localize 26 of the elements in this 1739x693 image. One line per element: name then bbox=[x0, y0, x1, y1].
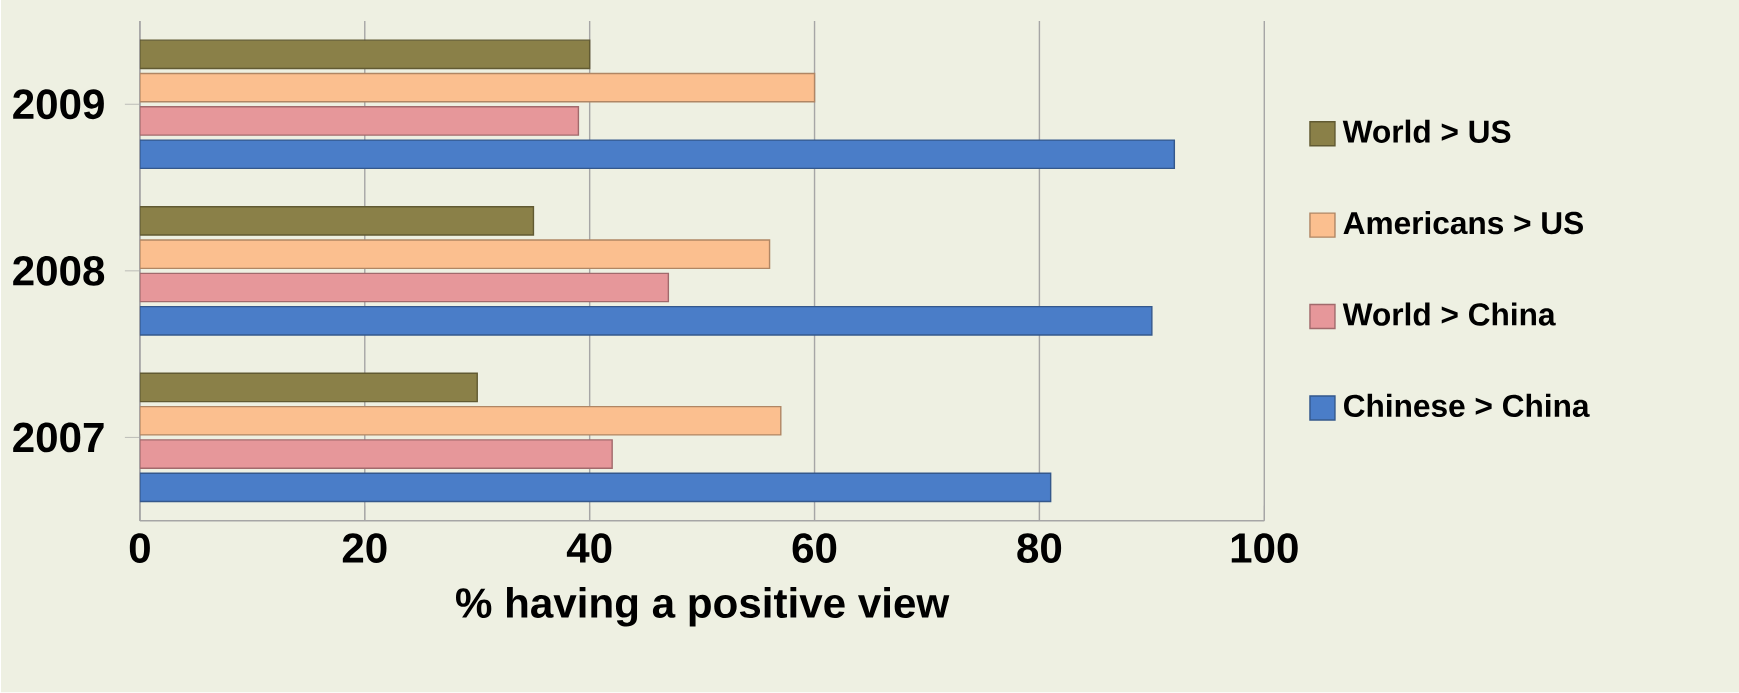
bar bbox=[139, 306, 1153, 336]
bar bbox=[139, 472, 1052, 503]
bar bbox=[139, 72, 816, 103]
y-tick-label: 2009 bbox=[13, 89, 104, 120]
legend-label: Americans > US bbox=[1343, 211, 1583, 235]
bar bbox=[139, 439, 613, 470]
x-tick-label: 0 bbox=[129, 533, 150, 564]
bar bbox=[139, 106, 580, 136]
bar bbox=[139, 272, 670, 303]
x-tick-label: 60 bbox=[792, 533, 837, 564]
legend-label: Chinese > China bbox=[1344, 394, 1590, 418]
y-tick-label: 2007 bbox=[13, 422, 104, 453]
x-tick-label: 80 bbox=[1017, 533, 1062, 564]
legend-label: World > China bbox=[1342, 302, 1556, 326]
y-tick-label: 2008 bbox=[13, 256, 105, 286]
bar bbox=[139, 206, 535, 236]
x-tick-label: 20 bbox=[342, 533, 387, 564]
x-tick-label: 40 bbox=[566, 533, 612, 564]
legend-label: World > US bbox=[1342, 119, 1511, 144]
bar bbox=[139, 39, 591, 70]
bar bbox=[139, 139, 1176, 170]
bar bbox=[139, 239, 771, 270]
x-tick-label: 100 bbox=[1231, 533, 1298, 564]
x-axis-title: % having a positive view bbox=[456, 587, 950, 627]
bar bbox=[139, 372, 478, 403]
bar bbox=[139, 406, 782, 436]
